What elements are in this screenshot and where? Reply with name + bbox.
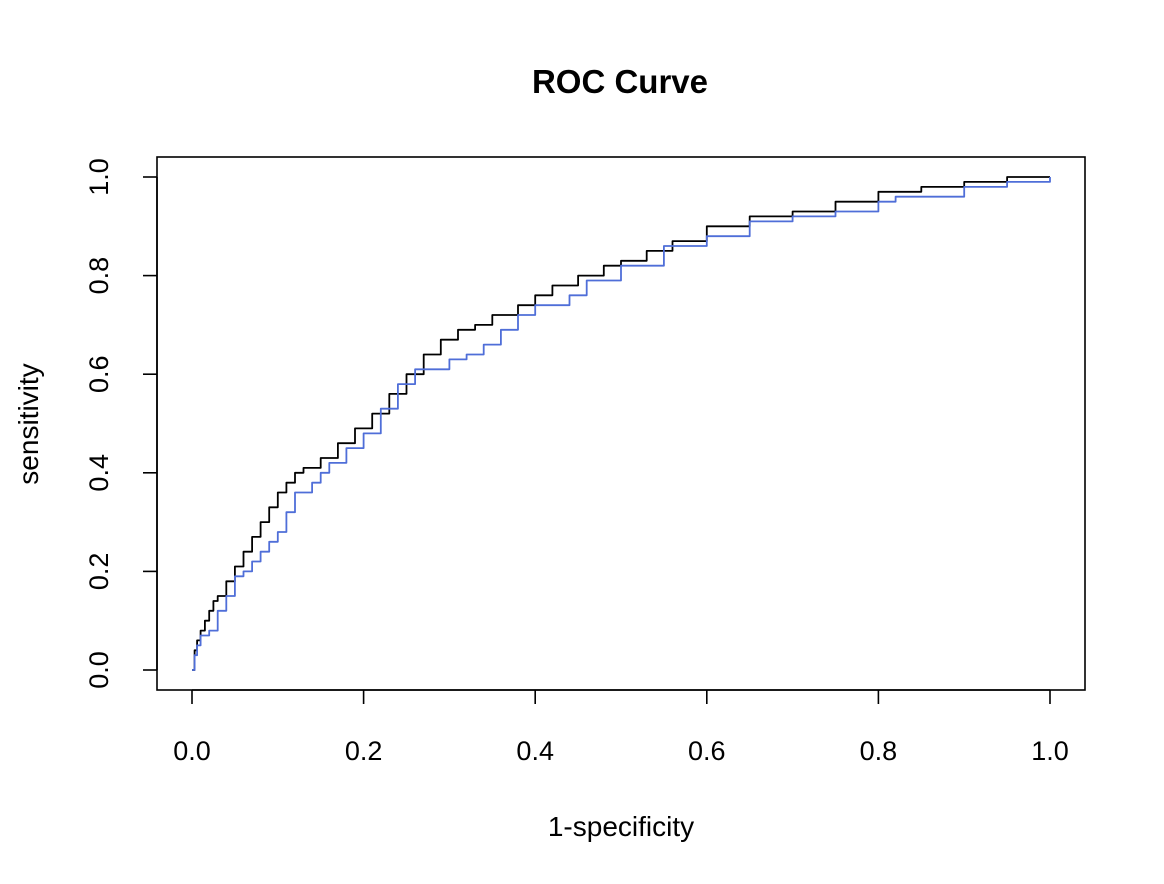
series-line-model-2: [192, 177, 1051, 671]
x-tick-label: 0.2: [345, 736, 383, 766]
y-axis: 0.0 0.2 0.4 0.6 0.8 1.0: [84, 158, 158, 689]
y-tick-label: 0.2: [84, 553, 114, 591]
y-tick-label: 1.0: [84, 158, 114, 196]
y-tick-label: 0.4: [84, 454, 114, 492]
x-tick-label: 0.4: [516, 736, 554, 766]
y-tick-label: 0.6: [84, 355, 114, 393]
x-tick-label: 0.0: [173, 736, 211, 766]
x-tick-label: 0.8: [860, 736, 898, 766]
x-axis-label: 1-specificity: [548, 811, 694, 842]
x-tick-label: 1.0: [1031, 736, 1069, 766]
plot-frame: [156, 156, 1086, 691]
x-axis: 0.0 0.2 0.4 0.6 0.8 1.0: [173, 689, 1069, 766]
y-axis-label: sensitivity: [13, 363, 44, 484]
y-tick-label: 0.8: [84, 257, 114, 295]
series-line-model-1: [192, 176, 1050, 671]
chart-title: ROC Curve: [532, 63, 708, 100]
series-layer: [192, 176, 1051, 671]
y-tick-label: 0.0: [84, 651, 114, 689]
x-tick-label: 0.6: [688, 736, 726, 766]
